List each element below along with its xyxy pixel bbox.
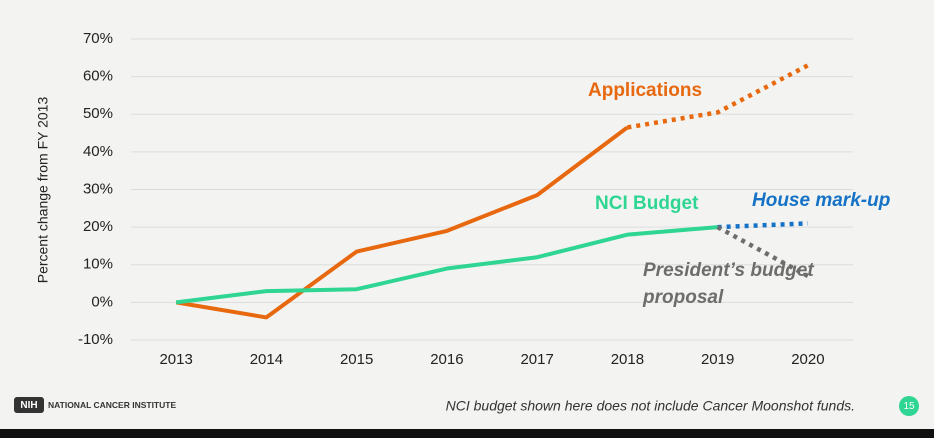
- series-line: [627, 63, 809, 130]
- y-tick-label: 20%: [83, 218, 113, 235]
- y-tick-label: -10%: [78, 331, 113, 348]
- x-tick-label: 2020: [791, 351, 824, 368]
- footnote: NCI budget shown here does not include C…: [446, 398, 855, 414]
- logo-box: [14, 397, 44, 413]
- y-tick-label: 0%: [91, 293, 113, 310]
- x-tick-label: 2016: [430, 351, 463, 368]
- x-tick-label: 2019: [701, 351, 734, 368]
- page-number: 15: [903, 401, 915, 412]
- series-label: NCI Budget: [595, 193, 699, 214]
- y-tick-label: 40%: [83, 143, 113, 160]
- x-tick-label: 2018: [611, 351, 644, 368]
- organization: NATIONAL CANCER INSTITUTE: [48, 400, 176, 410]
- series-label: President’s budget proposal: [643, 260, 814, 308]
- y-tick-label: 60%: [83, 68, 113, 85]
- bottom-bar: [0, 429, 934, 438]
- y-tick-label: 50%: [83, 105, 113, 122]
- series-label: House mark-up: [752, 190, 891, 211]
- series-line: [175, 125, 629, 320]
- x-tick-label: 2013: [159, 351, 192, 368]
- y-tick-label: 10%: [83, 256, 113, 273]
- x-tick-label: 2014: [250, 351, 283, 368]
- page-badge: [899, 396, 919, 416]
- series-line: [717, 221, 808, 230]
- logo: NIH: [20, 400, 37, 411]
- y-axis-label: Percent change from FY 2013: [35, 97, 51, 284]
- x-tick-label: 2015: [340, 351, 373, 368]
- x-tick-label: 2017: [520, 351, 553, 368]
- series-line: [175, 225, 718, 305]
- y-tick-label: 70%: [83, 30, 113, 47]
- y-tick-label: 30%: [83, 180, 113, 197]
- series-label: Applications: [588, 80, 703, 101]
